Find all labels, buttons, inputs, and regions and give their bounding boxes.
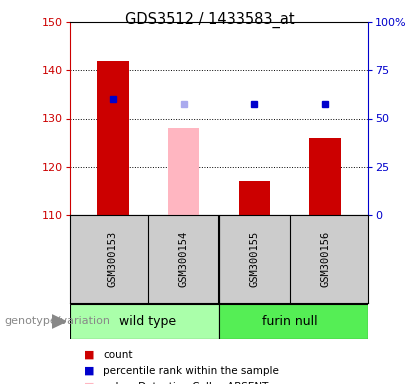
Text: GSM300154: GSM300154 [178,231,189,287]
Text: GSM300155: GSM300155 [249,231,260,287]
Polygon shape [52,315,66,328]
Bar [239,181,270,215]
Text: GDS3512 / 1433583_at: GDS3512 / 1433583_at [125,12,295,28]
Bar [310,138,341,215]
Text: count: count [103,350,132,360]
Text: genotype/variation: genotype/variation [4,316,110,326]
Text: GSM300156: GSM300156 [320,231,331,287]
Text: furin null: furin null [262,315,318,328]
Text: ■: ■ [84,382,94,384]
Bar [219,304,368,339]
Text: wild type: wild type [119,315,177,328]
Bar [97,61,129,215]
Bar [168,128,200,215]
Text: ■: ■ [84,350,94,360]
Text: percentile rank within the sample: percentile rank within the sample [103,366,279,376]
Text: value, Detection Call = ABSENT: value, Detection Call = ABSENT [103,382,268,384]
Text: GSM300153: GSM300153 [108,231,118,287]
Text: ■: ■ [84,366,94,376]
Bar [70,304,219,339]
